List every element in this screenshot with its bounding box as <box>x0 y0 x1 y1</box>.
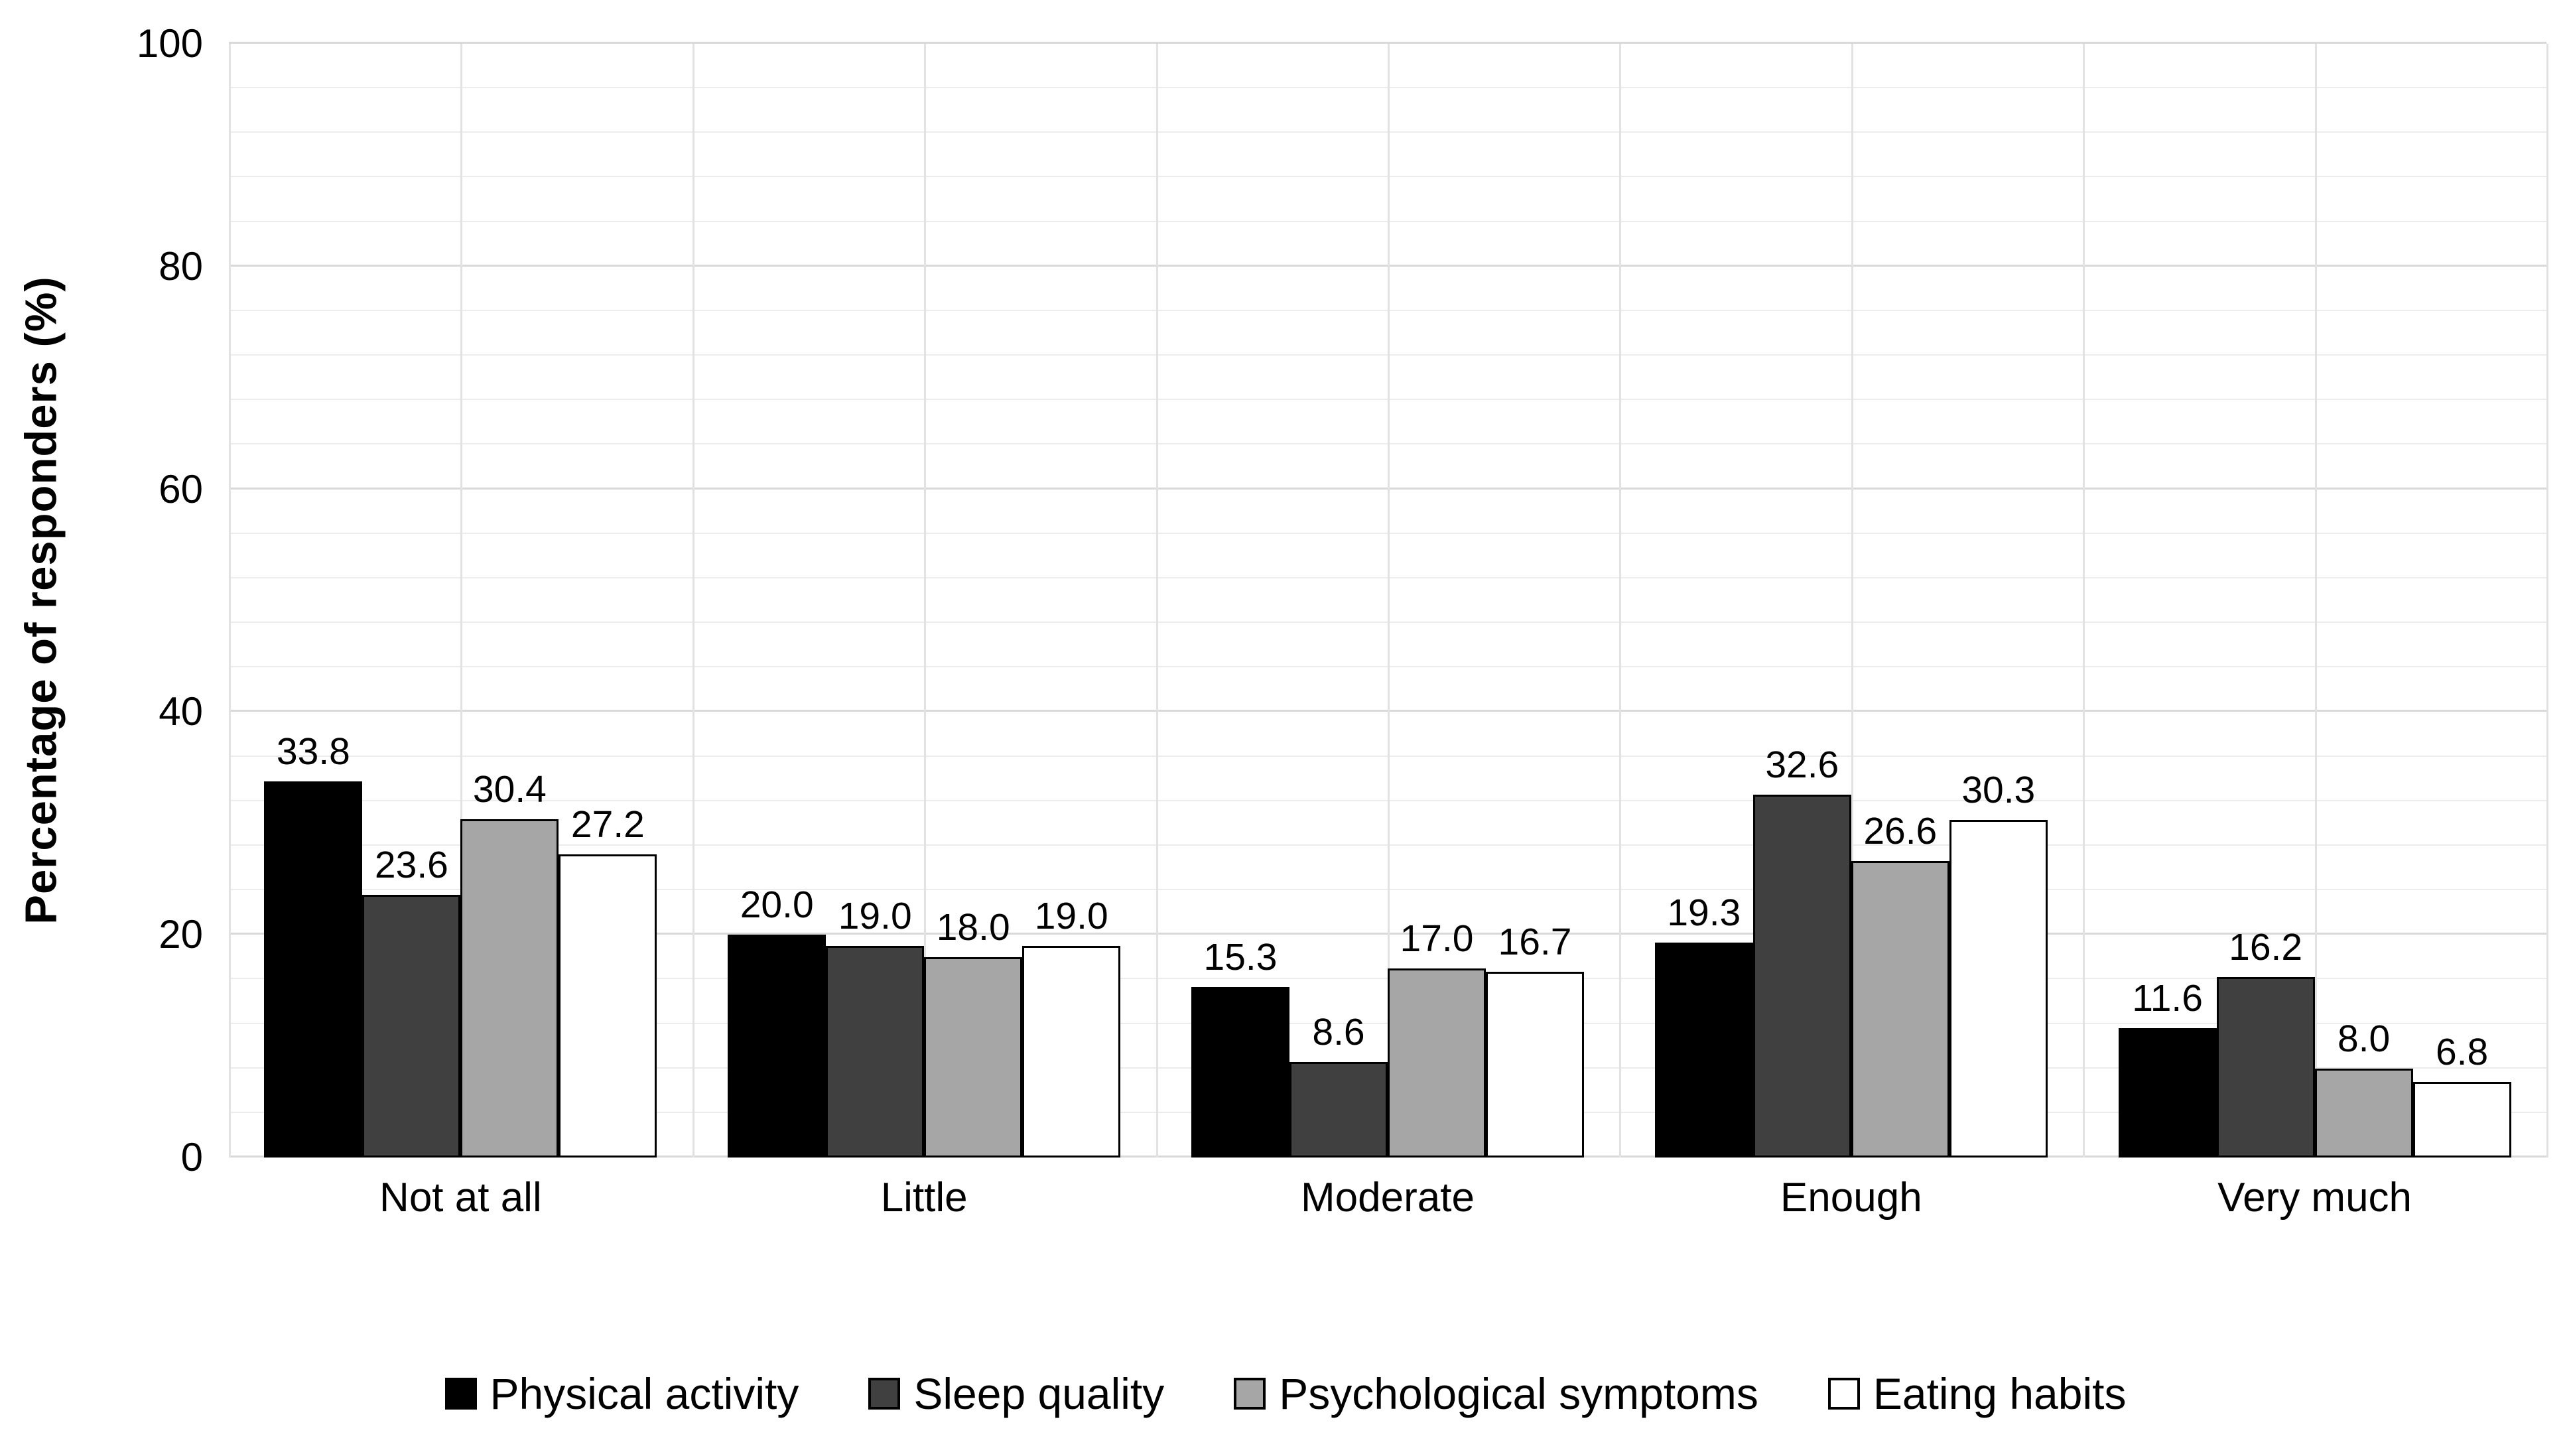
bar-eating-habits-enough <box>1949 820 2048 1158</box>
y-tick-label-60: 60 <box>159 466 203 511</box>
y-tick-label-40: 40 <box>159 689 203 734</box>
major-gridline-60 <box>229 487 2546 490</box>
data-label: 30.4 <box>472 767 547 811</box>
legend: Physical activity Sleep quality Psychologi… <box>0 1372 2571 1416</box>
vertical-gridline-6 <box>1619 44 1622 1158</box>
data-label: 19.0 <box>838 895 912 937</box>
minor-gridline-88 <box>229 176 2546 178</box>
bar-sleep-quality-enough <box>1752 794 1851 1158</box>
bar-psychological-symptoms-enough <box>1851 861 1949 1158</box>
y-tick-label-20: 20 <box>159 912 203 957</box>
category-label-very-much: Very much <box>2217 1175 2412 1221</box>
minor-gridline-64 <box>229 443 2546 445</box>
legend-item-psychological-symptoms: Psychological symptoms <box>1234 1372 1758 1416</box>
minor-gridline-48 <box>229 622 2546 624</box>
data-label: 26.6 <box>1863 810 1938 853</box>
data-label: 30.3 <box>1961 769 2036 812</box>
data-label: 11.6 <box>2132 977 2203 1020</box>
bar-eating-habits-very-much <box>2412 1081 2511 1158</box>
bar-psychological-symptoms-very-much <box>2314 1068 2413 1158</box>
minor-gridline-56 <box>229 532 2546 534</box>
legend-label: Psychological symptoms <box>1279 1369 1758 1418</box>
bar-psychological-symptoms-little <box>924 957 1023 1158</box>
plot-area: 33.8 23.6 30.4 27.2 20.0 19.0 18.0 19.0 15.3 8.6 1… <box>229 42 2548 1158</box>
vertical-gridline-10 <box>2546 44 2548 1158</box>
data-label: 17.0 <box>1400 917 1474 960</box>
vertical-gridline-4 <box>1155 44 1158 1158</box>
bar-sleep-quality-little <box>826 946 925 1158</box>
major-gridline-40 <box>229 710 2546 712</box>
data-label: 19.0 <box>1034 895 1108 937</box>
legend-swatch-icon <box>868 1378 901 1410</box>
data-label: 19.3 <box>1667 891 1741 934</box>
y-tick-label-80: 80 <box>159 243 203 289</box>
bar-physical-activity-moderate <box>1191 987 1289 1158</box>
data-label: 16.7 <box>1498 920 1572 963</box>
y-tick-label-100: 100 <box>136 21 203 66</box>
minor-gridline-36 <box>229 755 2546 757</box>
major-gridline-80 <box>229 264 2546 267</box>
bar-sleep-quality-moderate <box>1289 1061 1388 1158</box>
minor-gridline-76 <box>229 309 2546 311</box>
major-gridline-100 <box>229 42 2546 44</box>
data-label: 20.0 <box>740 884 814 927</box>
data-label: 27.2 <box>570 803 645 846</box>
legend-swatch-icon <box>444 1378 477 1410</box>
bar-sleep-quality-very-much <box>2216 977 2315 1158</box>
legend-label: Physical activity <box>490 1369 799 1418</box>
legend-label: Sleep quality <box>913 1369 1165 1418</box>
y-axis-title: Percentage of responders (%) <box>16 276 66 925</box>
category-label-enough: Enough <box>1780 1175 1922 1221</box>
minor-gridline-72 <box>229 354 2546 356</box>
y-tick-label-0: 0 <box>180 1135 203 1179</box>
data-label: 32.6 <box>1765 743 1839 786</box>
legend-item-eating-habits: Eating habits <box>1827 1369 2127 1418</box>
bar-physical-activity-not-at-all <box>264 781 363 1158</box>
category-label-little: Little <box>880 1175 968 1221</box>
bar-psychological-symptoms-moderate <box>1388 968 1486 1158</box>
legend-swatch-icon <box>1827 1378 1860 1410</box>
data-label: 18.0 <box>936 905 1010 949</box>
bar-physical-activity-little <box>728 935 826 1158</box>
data-label: 8.6 <box>1312 1010 1365 1053</box>
data-label: 8.0 <box>2337 1017 2391 1060</box>
bar-psychological-symptoms-not-at-all <box>460 819 559 1158</box>
legend-item-sleep-quality: Sleep quality <box>868 1372 1164 1416</box>
minor-gridline-44 <box>229 666 2546 668</box>
bar-eating-habits-little <box>1022 946 1121 1158</box>
bar-eating-habits-moderate <box>1486 971 1584 1158</box>
data-label: 33.8 <box>276 730 350 773</box>
bar-sleep-quality-not-at-all <box>362 894 461 1158</box>
vertical-gridline-9 <box>2314 44 2317 1158</box>
category-label-not-at-all: Not at all <box>379 1175 542 1221</box>
minor-gridline-32 <box>229 799 2546 801</box>
minor-gridline-68 <box>229 399 2546 401</box>
category-label-moderate: Moderate <box>1301 1175 1475 1221</box>
bar-eating-habits-not-at-all <box>559 854 657 1158</box>
data-label: 6.8 <box>2435 1030 2489 1073</box>
data-label: 16.2 <box>2229 926 2303 969</box>
vertical-gridline-2 <box>692 44 694 1158</box>
bar-physical-activity-enough <box>1654 942 1753 1158</box>
data-label: 15.3 <box>1203 936 1278 979</box>
minor-gridline-52 <box>229 576 2546 578</box>
minor-gridline-96 <box>229 87 2546 89</box>
minor-gridline-84 <box>229 220 2546 222</box>
bar-physical-activity-very-much <box>2118 1028 2217 1158</box>
data-label: 23.6 <box>374 843 448 886</box>
legend-swatch-icon <box>1234 1378 1266 1410</box>
minor-gridline-92 <box>229 131 2546 133</box>
legend-label: Eating habits <box>1873 1369 2127 1418</box>
vertical-gridline-8 <box>2083 44 2085 1158</box>
legend-item-physical-activity: Physical activity <box>444 1369 799 1418</box>
vertical-gridline-0 <box>229 44 231 1158</box>
